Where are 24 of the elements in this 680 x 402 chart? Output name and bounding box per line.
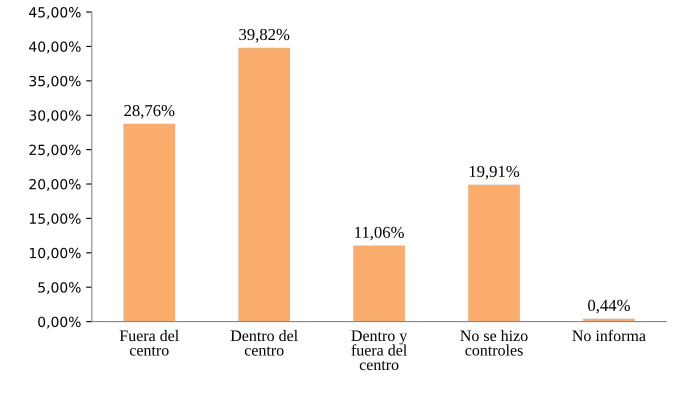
x-tick-label: Fuera del centro <box>120 330 179 356</box>
y-tick-label: 10,00% <box>30 248 81 260</box>
x-tick-label: Dentro y fuera del centro <box>351 330 408 370</box>
data-label: 39,82% <box>239 28 290 43</box>
y-tick-label: 40,00% <box>29 41 81 54</box>
data-label: 19,91% <box>470 166 520 180</box>
y-tick-label: 20,00% <box>29 178 81 191</box>
y-tick-label: 0,00% <box>38 316 81 328</box>
bar <box>238 48 290 322</box>
y-tick-label: 5,00% <box>38 282 81 294</box>
x-tick-label: No informa <box>572 330 646 342</box>
data-label: 0,44% <box>588 300 630 314</box>
bar <box>353 246 405 322</box>
y-tick-label: 15,00% <box>30 213 81 226</box>
y-tick-label: 25,00% <box>29 144 81 157</box>
y-tick-label: 45,00% <box>29 7 81 19</box>
y-tick-label: 30,00% <box>29 110 81 122</box>
x-tick-label: No se hizo controles <box>460 330 528 356</box>
bar <box>468 184 520 322</box>
y-tick-label: 35,00% <box>29 76 81 88</box>
x-tick-label: Dentro del centro <box>230 330 298 356</box>
data-label: 11,06% <box>355 226 404 240</box>
bar <box>123 124 176 322</box>
data-label: 28,76% <box>124 104 174 119</box>
